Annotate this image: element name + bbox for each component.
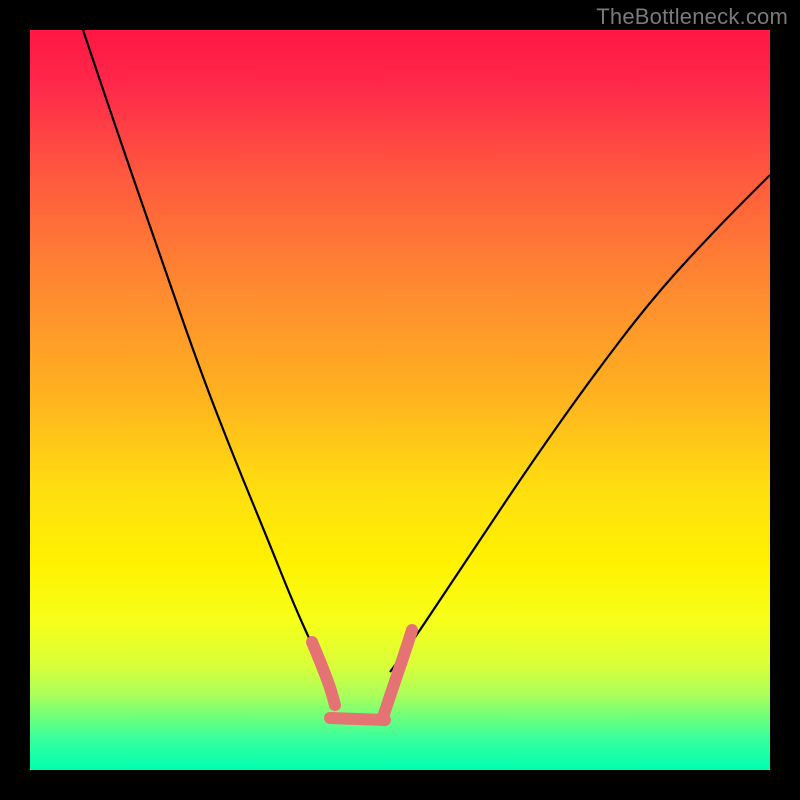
curve-right [390, 175, 770, 672]
highlight-left [312, 642, 335, 705]
watermark-text: TheBottleneck.com [596, 4, 788, 30]
curve-layer [30, 30, 770, 770]
highlight-right [382, 630, 412, 720]
curve-left [83, 30, 325, 670]
chart-stage: TheBottleneck.com [0, 0, 800, 800]
plot-area [30, 30, 770, 770]
